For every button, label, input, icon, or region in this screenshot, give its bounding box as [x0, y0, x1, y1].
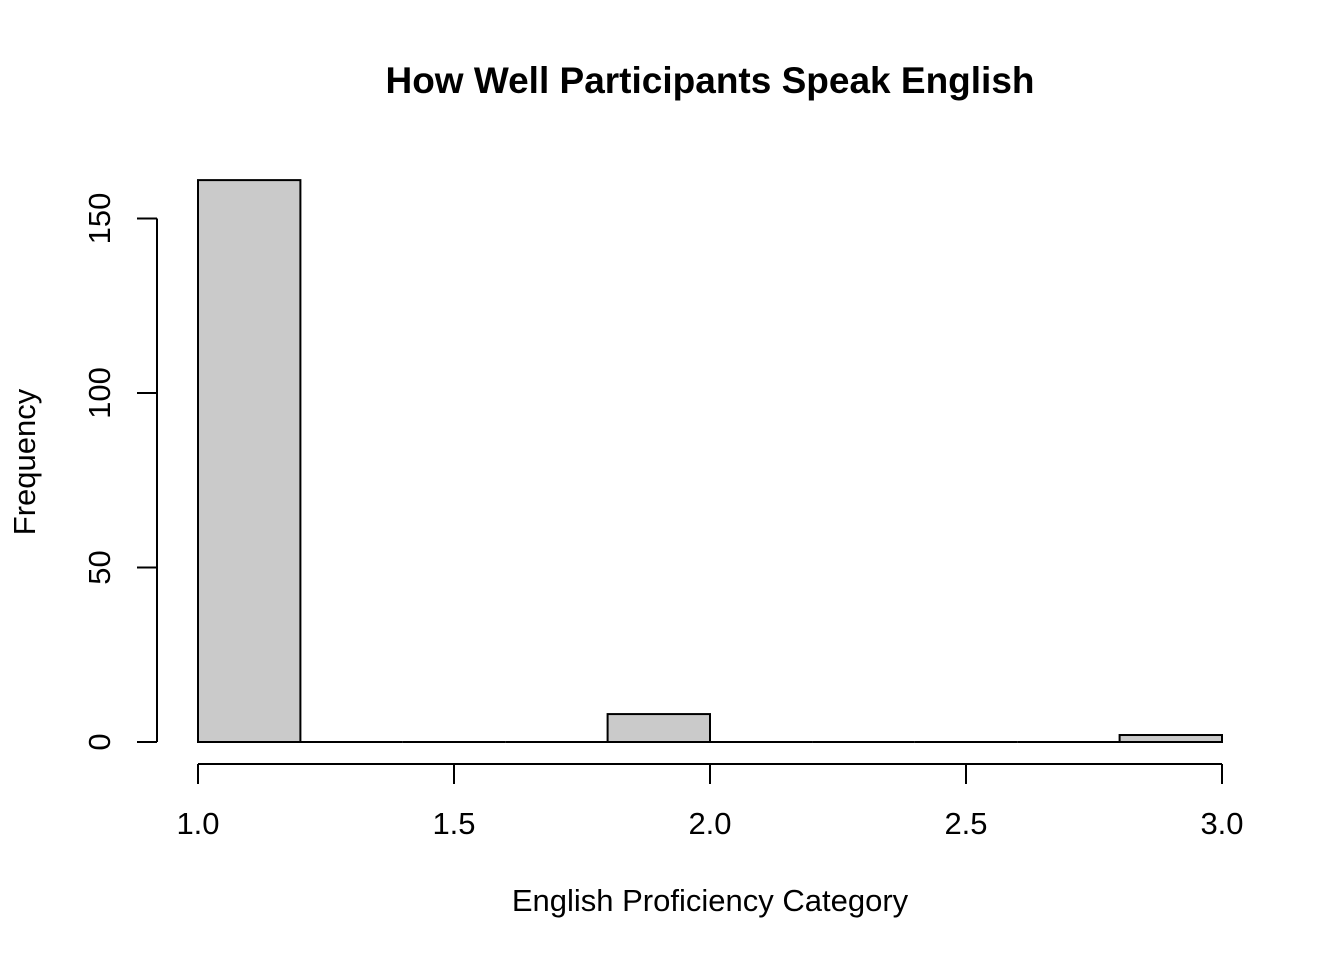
chart-title: How Well Participants Speak English	[385, 60, 1034, 101]
histogram-bar	[606, 713, 711, 744]
y-axis: 0 50 100 150	[82, 193, 158, 751]
x-axis-label: English Proficiency Category	[512, 883, 909, 918]
x-tick-label: 1.0	[176, 806, 219, 841]
x-tick-label: 2.5	[944, 806, 987, 841]
histogram-bar	[1118, 734, 1223, 744]
histogram-bar	[197, 179, 302, 744]
x-tick-label: 3.0	[1200, 806, 1243, 841]
y-tick-label: 100	[82, 367, 117, 419]
y-tick-label: 150	[82, 193, 117, 245]
x-tick-label: 1.5	[432, 806, 475, 841]
y-axis-label: Frequency	[7, 388, 42, 535]
y-tick-label: 50	[82, 550, 117, 584]
bars-group	[197, 179, 1223, 744]
x-axis: 1.0 1.5 2.0 2.5 3.0	[176, 763, 1244, 841]
x-tick-label: 2.0	[688, 806, 731, 841]
y-tick-label: 0	[82, 733, 117, 750]
